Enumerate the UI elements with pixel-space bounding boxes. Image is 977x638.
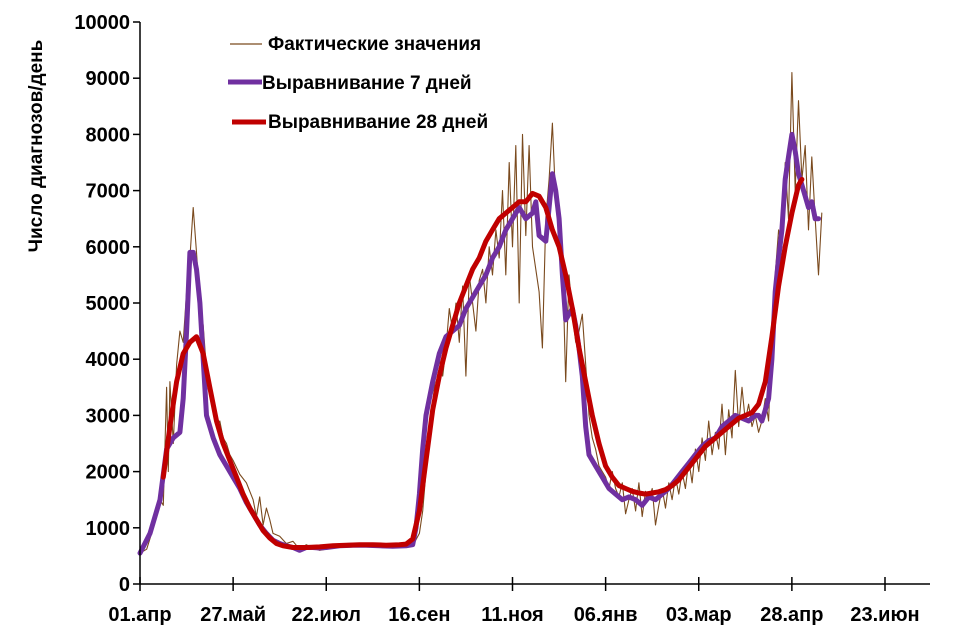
x-axis-ticks: 01.апр 27.май 22.июл 16.сен 11.ноя 06.янв 03.м… — [108, 577, 920, 626]
series-actual-line — [139, 72, 823, 554]
series-layer — [137, 72, 823, 556]
legend-label-7day: Выравнивание 7 дней — [262, 73, 472, 94]
y-tick-label: 7000 — [86, 181, 131, 203]
y-tick-label: 4000 — [86, 349, 131, 371]
y-tick-label: 0 — [119, 574, 130, 596]
x-tick-label: 03.мар — [666, 604, 732, 626]
y-axis-ticks: 0 1000 2000 3000 4000 5000 6000 7000 8000 9000 100… — [74, 12, 140, 596]
x-tick-label: 27.май — [200, 604, 266, 626]
y-tick-label: 6000 — [86, 237, 131, 259]
x-tick-label: 11.ноя — [481, 604, 543, 626]
legend: Фактические значения Выравнивание 7 дней… — [228, 34, 488, 133]
y-axis-title: Число диагнозов/день — [26, 40, 47, 253]
x-tick-label: 23.июн — [850, 604, 919, 626]
y-tick-label: 3000 — [86, 405, 131, 427]
y-tick-label: 1000 — [86, 518, 131, 540]
series-28day-line — [160, 176, 805, 550]
legend-label-actual: Фактические значения — [268, 34, 481, 55]
x-tick-label: 06.янв — [574, 604, 638, 626]
x-tick-label: 22.июл — [292, 604, 361, 626]
y-tick-label: 8000 — [86, 124, 131, 146]
y-tick-label: 2000 — [86, 462, 131, 484]
y-tick-label: 9000 — [86, 68, 131, 90]
y-tick-label: 10000 — [74, 12, 130, 34]
x-tick-label: 16.сен — [388, 604, 450, 626]
x-tick-label: 01.апр — [108, 604, 171, 626]
x-tick-label: 28.апр — [760, 604, 823, 626]
legend-label-28day: Выравнивание 28 дней — [268, 112, 488, 133]
y-tick-label: 5000 — [86, 293, 131, 315]
